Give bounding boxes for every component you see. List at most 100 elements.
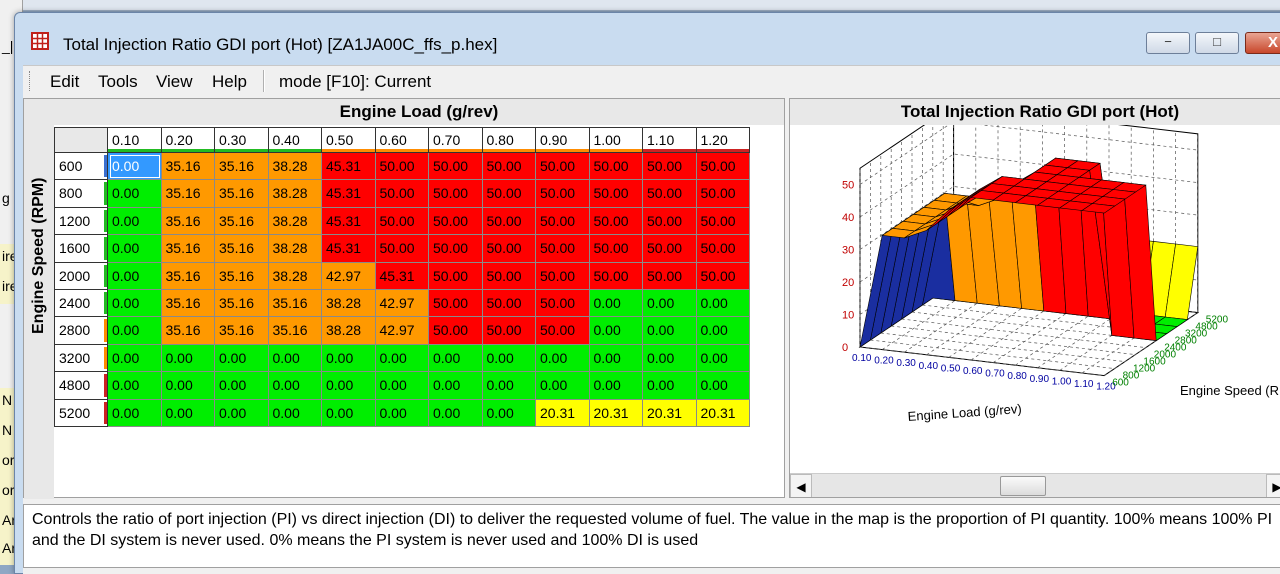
map-cell[interactable]: 0.00 — [108, 290, 162, 318]
map-cell[interactable]: 50.00 — [696, 180, 750, 208]
map-cell[interactable]: 50.00 — [696, 153, 750, 181]
column-header[interactable]: 1.10 — [643, 127, 697, 153]
map-cell[interactable]: 50.00 — [589, 180, 643, 208]
map-cell[interactable]: 50.00 — [536, 290, 590, 318]
minimize-button[interactable]: − — [1146, 32, 1190, 54]
map-cell[interactable]: 0.00 — [215, 399, 269, 427]
map-cell[interactable]: 35.16 — [215, 262, 269, 290]
map-cell[interactable]: 0.00 — [696, 317, 750, 345]
menu-view[interactable]: View — [156, 72, 193, 91]
column-header[interactable]: 0.10 — [108, 127, 162, 153]
map-cell[interactable]: 0.00 — [589, 290, 643, 318]
map-cell[interactable]: 50.00 — [696, 207, 750, 236]
map-cell[interactable]: 50.00 — [429, 290, 483, 318]
map-cell[interactable]: 35.16 — [215, 153, 269, 181]
map-cell[interactable]: 20.31 — [589, 399, 643, 427]
map-cell[interactable]: 0.00 — [643, 317, 697, 345]
column-header[interactable]: 0.60 — [375, 127, 429, 153]
map-cell[interactable]: 0.00 — [108, 399, 162, 427]
map-cell[interactable]: 0.00 — [643, 290, 697, 318]
map-cell[interactable]: 0.00 — [482, 344, 536, 373]
map-cell[interactable]: 50.00 — [375, 180, 429, 208]
map-cell[interactable]: 50.00 — [536, 262, 590, 290]
map-cell[interactable]: 38.28 — [268, 153, 322, 181]
map-cell[interactable]: 35.16 — [215, 235, 269, 263]
map-cell[interactable]: 50.00 — [536, 235, 590, 263]
map-cell[interactable]: 50.00 — [589, 207, 643, 236]
map-cell[interactable]: 0.00 — [322, 372, 376, 400]
map-cell[interactable]: 45.31 — [322, 153, 376, 181]
map-cell[interactable]: 0.00 — [375, 372, 429, 400]
column-header[interactable]: 1.00 — [589, 127, 643, 153]
selected-map-cell[interactable]: 0.00 — [108, 153, 162, 181]
scroll-thumb[interactable] — [1000, 476, 1046, 496]
map-cell[interactable]: 50.00 — [429, 153, 483, 181]
map-cell[interactable]: 50.00 — [643, 207, 697, 236]
row-header[interactable]: 1600 — [54, 235, 108, 263]
map-cell[interactable]: 0.00 — [429, 399, 483, 427]
map-cell[interactable]: 0.00 — [215, 344, 269, 373]
map-cell[interactable]: 0.00 — [268, 399, 322, 427]
map-cell[interactable]: 0.00 — [589, 372, 643, 400]
map-cell[interactable]: 50.00 — [643, 262, 697, 290]
menu-tools[interactable]: Tools — [98, 72, 138, 91]
row-header[interactable]: 1200 — [54, 207, 108, 236]
row-header[interactable]: 2400 — [54, 290, 108, 318]
map-cell[interactable]: 50.00 — [482, 262, 536, 290]
column-header[interactable]: 0.40 — [268, 127, 322, 153]
map-cell[interactable]: 50.00 — [482, 153, 536, 181]
map-cell[interactable]: 35.16 — [161, 317, 215, 345]
mode-indicator[interactable]: mode [F10]: Current — [279, 72, 432, 91]
map-cell[interactable]: 0.00 — [482, 399, 536, 427]
map-cell[interactable]: 0.00 — [268, 344, 322, 373]
menu-help[interactable]: Help — [212, 72, 247, 91]
map-cell[interactable]: 35.16 — [161, 207, 215, 236]
map-cell[interactable]: 35.16 — [215, 317, 269, 345]
column-header[interactable]: 0.80 — [482, 127, 536, 153]
map-cell[interactable]: 50.00 — [643, 235, 697, 263]
maximize-button[interactable]: □ — [1195, 32, 1239, 54]
map-cell[interactable]: 0.00 — [108, 180, 162, 208]
map-cell[interactable]: 35.16 — [161, 180, 215, 208]
toolbar-grip[interactable] — [29, 71, 32, 91]
map-cell[interactable]: 35.16 — [161, 290, 215, 318]
map-cell[interactable]: 50.00 — [536, 207, 590, 236]
map-cell[interactable]: 38.28 — [268, 235, 322, 263]
row-header[interactable]: 2800 — [54, 317, 108, 345]
map-cell[interactable]: 42.97 — [322, 262, 376, 290]
map-cell[interactable]: 0.00 — [108, 207, 162, 236]
map-cell[interactable]: 50.00 — [375, 235, 429, 263]
column-header[interactable]: 0.30 — [215, 127, 269, 153]
map-cell[interactable]: 20.31 — [696, 399, 750, 427]
map-cell[interactable]: 50.00 — [589, 262, 643, 290]
map-cell[interactable]: 20.31 — [536, 399, 590, 427]
map-cell[interactable]: 50.00 — [375, 207, 429, 236]
row-header[interactable]: 2000 — [54, 262, 108, 290]
map-cell[interactable]: 45.31 — [322, 235, 376, 263]
map-cell[interactable]: 0.00 — [108, 344, 162, 373]
column-header[interactable]: 1.20 — [696, 127, 750, 153]
map-cell[interactable]: 35.16 — [161, 153, 215, 181]
map-cell[interactable]: 0.00 — [482, 372, 536, 400]
map-cell[interactable]: 0.00 — [643, 372, 697, 400]
column-header[interactable]: 0.20 — [161, 127, 215, 153]
map-cell[interactable]: 42.97 — [375, 290, 429, 318]
map-cell[interactable]: 0.00 — [108, 262, 162, 290]
map-cell[interactable]: 0.00 — [161, 399, 215, 427]
map-cell[interactable]: 0.00 — [161, 372, 215, 400]
scroll-left-icon[interactable]: ◀ — [790, 474, 812, 497]
close-button[interactable]: X — [1245, 32, 1280, 54]
map-cell[interactable]: 38.28 — [268, 262, 322, 290]
map-cell[interactable]: 50.00 — [429, 262, 483, 290]
map-cell[interactable]: 35.16 — [215, 180, 269, 208]
map-cell[interactable]: 50.00 — [696, 262, 750, 290]
map-cell[interactable]: 35.16 — [268, 317, 322, 345]
map-cell[interactable]: 0.00 — [589, 344, 643, 373]
map-cell[interactable]: 0.00 — [108, 372, 162, 400]
row-header[interactable]: 600 — [54, 153, 108, 181]
map-cell[interactable]: 20.31 — [643, 399, 697, 427]
map-cell[interactable]: 0.00 — [375, 344, 429, 373]
map-cell[interactable]: 50.00 — [643, 153, 697, 181]
map-cell[interactable]: 0.00 — [375, 399, 429, 427]
